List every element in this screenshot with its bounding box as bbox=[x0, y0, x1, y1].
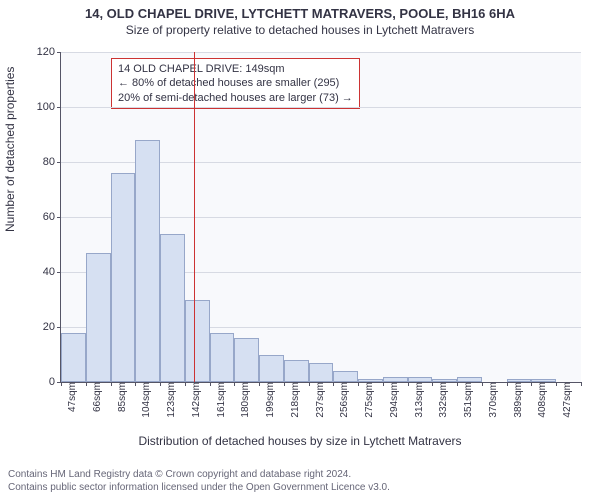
x-tick-label: 351sqm bbox=[461, 382, 474, 418]
histogram-bar bbox=[210, 333, 235, 383]
x-tick-mark bbox=[284, 382, 285, 386]
x-tick-mark bbox=[259, 382, 260, 386]
chart-subtitle: Size of property relative to detached ho… bbox=[0, 23, 600, 39]
annotation-line-1: 14 OLD CHAPEL DRIVE: 149sqm bbox=[118, 62, 353, 76]
x-tick-mark bbox=[61, 382, 62, 386]
x-tick-label: 85sqm bbox=[115, 382, 128, 412]
annotation-line-2: ← 80% of detached houses are smaller (29… bbox=[118, 76, 353, 90]
y-tick-label: 100 bbox=[37, 101, 61, 113]
gridline bbox=[61, 52, 581, 53]
x-tick-mark bbox=[482, 382, 483, 386]
histogram-bar bbox=[160, 234, 185, 383]
x-tick-label: 123sqm bbox=[164, 382, 177, 418]
annotation-box: 14 OLD CHAPEL DRIVE: 149sqm ← 80% of det… bbox=[111, 58, 360, 109]
x-tick-label: 275sqm bbox=[362, 382, 375, 418]
x-tick-mark bbox=[581, 382, 582, 386]
address-title: 14, OLD CHAPEL DRIVE, LYTCHETT MATRAVERS… bbox=[0, 6, 600, 23]
footer-line-1: Contains HM Land Registry data © Crown c… bbox=[8, 468, 390, 481]
x-tick-label: 161sqm bbox=[214, 382, 227, 418]
x-tick-mark bbox=[160, 382, 161, 386]
x-tick-mark bbox=[135, 382, 136, 386]
x-tick-label: 237sqm bbox=[313, 382, 326, 418]
x-tick-mark bbox=[86, 382, 87, 386]
x-tick-mark bbox=[111, 382, 112, 386]
x-tick-mark bbox=[457, 382, 458, 386]
histogram-bar bbox=[86, 253, 111, 382]
x-tick-label: 104sqm bbox=[139, 382, 152, 418]
x-tick-label: 408sqm bbox=[535, 382, 548, 418]
y-tick-label: 40 bbox=[43, 266, 61, 278]
x-tick-label: 313sqm bbox=[412, 382, 425, 418]
x-tick-label: 256sqm bbox=[337, 382, 350, 418]
x-tick-label: 142sqm bbox=[189, 382, 202, 418]
y-tick-label: 80 bbox=[43, 156, 61, 168]
x-tick-mark bbox=[358, 382, 359, 386]
x-tick-mark bbox=[333, 382, 334, 386]
histogram-bar bbox=[135, 140, 160, 382]
x-tick-mark bbox=[531, 382, 532, 386]
x-tick-label: 199sqm bbox=[263, 382, 276, 418]
x-tick-label: 47sqm bbox=[65, 382, 78, 412]
chart-footer: Contains HM Land Registry data © Crown c… bbox=[8, 468, 390, 494]
x-tick-mark bbox=[432, 382, 433, 386]
chart-header: 14, OLD CHAPEL DRIVE, LYTCHETT MATRAVERS… bbox=[0, 0, 600, 38]
property-marker-line bbox=[194, 52, 195, 382]
x-tick-mark bbox=[309, 382, 310, 386]
x-tick-label: 180sqm bbox=[238, 382, 251, 418]
x-tick-label: 370sqm bbox=[486, 382, 499, 418]
y-tick-label: 20 bbox=[43, 321, 61, 333]
x-tick-mark bbox=[210, 382, 211, 386]
histogram-bar bbox=[185, 300, 210, 383]
y-axis-label: Number of detached properties bbox=[3, 67, 17, 232]
histogram-bar bbox=[259, 355, 284, 383]
x-tick-mark bbox=[234, 382, 235, 386]
histogram-bar bbox=[234, 338, 259, 382]
y-tick-label: 60 bbox=[43, 211, 61, 223]
x-axis-label: Distribution of detached houses by size … bbox=[0, 434, 600, 448]
plot-area: 14 OLD CHAPEL DRIVE: 149sqm ← 80% of det… bbox=[60, 52, 581, 383]
histogram-bar bbox=[333, 371, 358, 382]
x-tick-label: 427sqm bbox=[560, 382, 573, 418]
x-tick-mark bbox=[185, 382, 186, 386]
x-tick-label: 66sqm bbox=[90, 382, 103, 412]
x-tick-label: 294sqm bbox=[387, 382, 400, 418]
gridline bbox=[61, 107, 581, 108]
footer-line-2: Contains public sector information licen… bbox=[8, 481, 390, 494]
x-tick-mark bbox=[408, 382, 409, 386]
x-tick-label: 332sqm bbox=[436, 382, 449, 418]
x-tick-mark bbox=[556, 382, 557, 386]
histogram-bar bbox=[61, 333, 86, 383]
annotation-line-3: 20% of semi-detached houses are larger (… bbox=[118, 91, 353, 105]
x-tick-mark bbox=[507, 382, 508, 386]
x-tick-label: 218sqm bbox=[288, 382, 301, 418]
x-tick-mark bbox=[383, 382, 384, 386]
y-tick-label: 0 bbox=[49, 376, 61, 388]
histogram-bar bbox=[111, 173, 136, 382]
histogram-bar bbox=[284, 360, 309, 382]
y-tick-label: 120 bbox=[37, 46, 61, 58]
x-tick-label: 389sqm bbox=[511, 382, 524, 418]
histogram-bar bbox=[309, 363, 334, 382]
chart-container: Number of detached properties 14 OLD CHA… bbox=[0, 42, 600, 422]
